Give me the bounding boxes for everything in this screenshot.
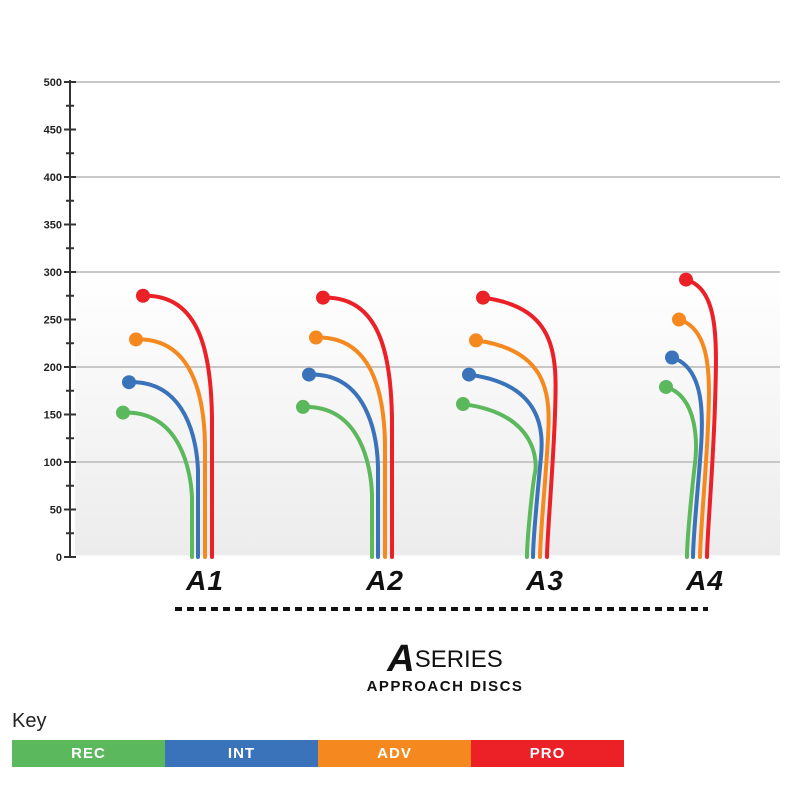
series-title-letter: A: [387, 638, 415, 680]
y-tick-label: 300: [44, 267, 62, 279]
y-axis: 0 50 100 150 200 250 300 350 400 450 500: [44, 77, 76, 564]
flight-path-pro-a2: [321, 295, 394, 559]
key-rec: REC: [12, 740, 165, 767]
flight-path-adv-a4: [677, 317, 711, 559]
series-subtitle: APPROACH DISCS: [366, 678, 524, 695]
flight-path-int-a4: [670, 355, 704, 559]
release-point-adv-a1: [129, 332, 143, 347]
flight-path-pro-a1: [141, 293, 214, 559]
y-tick-label: 450: [44, 125, 62, 137]
flight-path-pro-a4: [684, 277, 718, 559]
release-point-pro-a3: [476, 290, 490, 305]
key-adv-label: ADV: [377, 745, 412, 762]
key-int: INT: [165, 740, 318, 767]
flight-chart: 0 50 100 150 200 250 300 350 400 450 500 A1 A2 A3 A4: [44, 77, 780, 611]
key-adv: ADV: [318, 740, 471, 767]
release-point-int-a3: [462, 367, 476, 382]
release-point-int-a2: [302, 367, 316, 382]
flight-path-rec-a1: [121, 410, 194, 559]
y-tick-label: 350: [44, 220, 62, 232]
release-point-rec-a2: [296, 399, 310, 414]
flight-path-adv-a1: [134, 337, 207, 559]
flight-path-int-a2: [307, 372, 380, 559]
flight-path-int-a3: [467, 372, 544, 559]
disc-labels: A1 A2 A3 A4: [185, 565, 724, 596]
y-tick-label: 500: [44, 77, 62, 89]
flight-path-adv-a2: [314, 335, 387, 559]
y-tick-label: 50: [50, 505, 62, 517]
release-point-rec-a4: [659, 379, 673, 394]
gridlines: [75, 81, 780, 559]
key-rec-label: REC: [71, 745, 106, 762]
release-point-rec-a1: [116, 405, 130, 420]
y-tick-label: 400: [44, 172, 62, 184]
key-int-label: INT: [227, 745, 256, 762]
disc-label-a1: A1: [185, 565, 224, 596]
disc-label-a4: A4: [685, 565, 724, 596]
series-title: ASERIES: [300, 638, 590, 681]
y-tick-label: 100: [44, 457, 62, 469]
flight-path-int-a1: [127, 380, 200, 559]
release-point-pro-a4: [679, 272, 693, 287]
release-point-int-a4: [665, 350, 679, 365]
y-tick-label: 150: [44, 410, 62, 422]
release-point-adv-a3: [469, 333, 483, 348]
key-title: Key: [12, 710, 47, 732]
flight-path-rec-a3: [461, 402, 538, 559]
release-point-pro-a1: [136, 288, 150, 303]
key-bar: REC INT ADV PRO: [12, 740, 624, 767]
disc-label-a2: A2: [365, 565, 404, 596]
release-point-rec-a3: [456, 397, 470, 412]
release-point-adv-a4: [672, 312, 686, 327]
flight-path-adv-a3: [474, 338, 551, 559]
flight-path-pro-a3: [481, 295, 558, 559]
y-tick-label: 0: [56, 552, 62, 564]
disc-label-a3: A3: [525, 565, 564, 596]
key-pro: PRO: [471, 740, 624, 767]
flight-paths: [116, 272, 718, 559]
y-tick-label: 200: [44, 362, 62, 374]
flight-path-rec-a2: [301, 404, 374, 559]
release-point-pro-a2: [316, 290, 330, 305]
y-tick-label: 250: [44, 315, 62, 327]
key-pro-label: PRO: [529, 745, 566, 762]
release-point-adv-a2: [309, 330, 323, 345]
series-title-word: SERIES: [414, 646, 503, 673]
release-point-int-a1: [122, 375, 136, 390]
flight-path-rec-a4: [664, 384, 698, 559]
